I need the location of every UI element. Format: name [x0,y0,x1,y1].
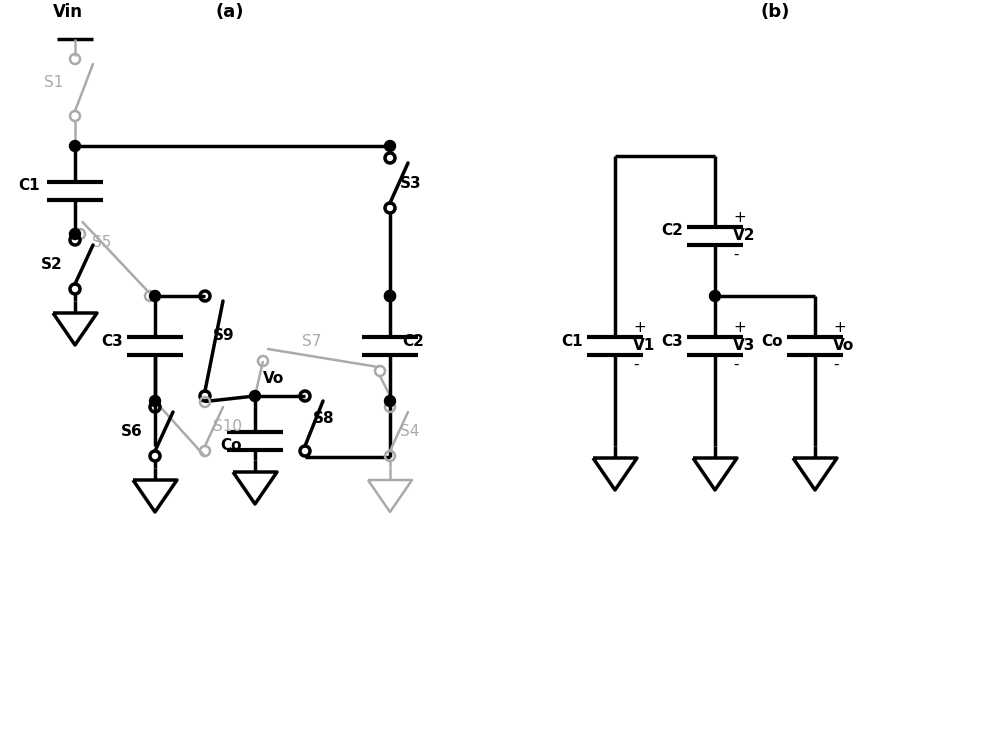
Circle shape [150,395,160,407]
Circle shape [249,391,260,401]
Text: C2: C2 [402,333,424,349]
Text: S10: S10 [213,419,242,434]
Text: Co: Co [762,333,783,349]
Text: -: - [833,357,838,371]
Text: -: - [633,357,639,371]
Text: (a): (a) [216,3,244,21]
Text: S2: S2 [41,257,63,272]
Text: C1: C1 [561,333,583,349]
Text: +: + [733,321,746,336]
Text: S7: S7 [302,334,321,349]
Text: -: - [733,246,738,262]
Circle shape [384,290,396,302]
Text: S5: S5 [92,235,111,250]
Text: S4: S4 [400,424,419,439]
Text: C3: C3 [661,333,683,349]
Text: S1: S1 [44,75,63,90]
Text: S8: S8 [313,411,335,426]
Text: Vo: Vo [833,339,854,354]
Circle shape [150,290,160,302]
Text: S6: S6 [121,424,143,439]
Text: +: + [733,210,746,225]
Circle shape [384,395,396,407]
Circle shape [384,141,396,151]
Circle shape [70,228,80,240]
Text: Vo: Vo [263,371,284,386]
Circle shape [710,290,720,302]
Text: C1: C1 [18,178,40,194]
Text: V2: V2 [733,228,756,243]
Text: (b): (b) [760,3,790,21]
Text: V3: V3 [733,339,755,354]
Text: S3: S3 [400,175,422,191]
Text: Vin: Vin [53,3,83,21]
Text: +: + [633,321,646,336]
Text: +: + [833,321,846,336]
Text: V1: V1 [633,339,655,354]
Text: Co: Co [220,438,241,454]
Circle shape [384,290,396,302]
Text: C3: C3 [101,333,123,349]
Text: -: - [733,357,738,371]
Text: C2: C2 [661,224,683,238]
Circle shape [70,141,80,151]
Text: S9: S9 [213,329,235,343]
